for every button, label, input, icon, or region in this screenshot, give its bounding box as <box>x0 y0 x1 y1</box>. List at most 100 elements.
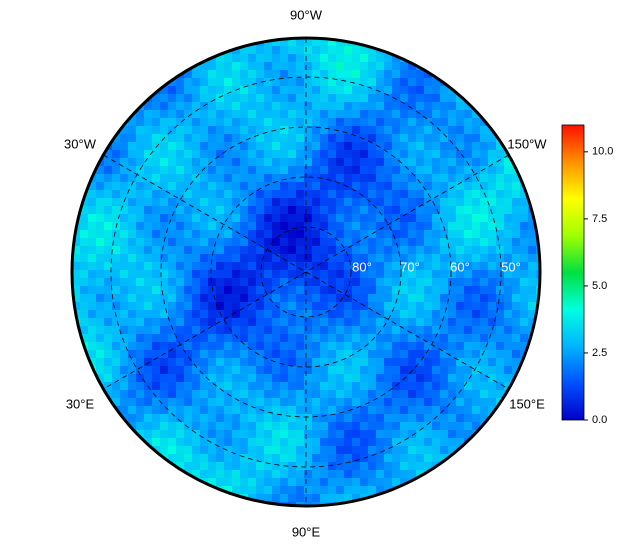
map-cell <box>296 54 304 62</box>
map-cell <box>288 206 296 214</box>
map-cell <box>368 454 376 462</box>
map-cell <box>304 422 312 430</box>
map-cell <box>336 78 344 86</box>
map-cell <box>224 222 232 230</box>
map-cell <box>152 302 160 310</box>
map-cell <box>248 78 256 86</box>
map-cell <box>240 478 248 486</box>
map-cell <box>328 46 336 54</box>
map-cell <box>240 118 248 126</box>
map-cell <box>328 478 336 486</box>
map-cell <box>144 350 152 358</box>
map-cell <box>320 446 328 454</box>
map-cell <box>224 206 232 214</box>
map-cell <box>360 398 368 406</box>
map-cell <box>136 142 144 150</box>
map-cell <box>408 430 416 438</box>
map-cell <box>440 438 448 446</box>
map-cell <box>216 446 224 454</box>
map-cell <box>144 326 152 334</box>
map-cell <box>528 182 536 190</box>
map-cell <box>424 406 432 414</box>
map-cell <box>360 230 368 238</box>
map-cell <box>272 366 280 374</box>
map-cell <box>216 286 224 294</box>
map-cell <box>472 238 480 246</box>
map-cell <box>240 278 248 286</box>
map-cell <box>184 342 192 350</box>
map-cell <box>400 150 408 158</box>
map-cell <box>456 334 464 342</box>
map-cell <box>80 318 88 326</box>
map-cell <box>440 302 448 310</box>
map-cell <box>176 302 184 310</box>
map-cell <box>176 326 184 334</box>
map-cell <box>208 254 216 262</box>
map-cell <box>400 118 408 126</box>
map-cell <box>288 86 296 94</box>
map-cell <box>136 150 144 158</box>
map-cell <box>216 302 224 310</box>
map-cell <box>384 134 392 142</box>
map-cell <box>176 462 184 470</box>
map-cell <box>336 326 344 334</box>
map-cell <box>280 342 288 350</box>
map-cell <box>112 238 120 246</box>
map-cell <box>360 326 368 334</box>
map-cell <box>152 286 160 294</box>
map-cell <box>424 382 432 390</box>
map-cell <box>520 342 528 350</box>
map-cell <box>352 502 360 505</box>
map-cell <box>512 254 520 262</box>
map-cell <box>384 454 392 462</box>
map-cell <box>488 174 496 182</box>
map-cell <box>200 398 208 406</box>
map-cell <box>520 302 528 310</box>
map-cell <box>352 294 360 302</box>
map-cell <box>328 422 336 430</box>
map-cell <box>456 286 464 294</box>
map-cell <box>176 126 184 134</box>
map-cell <box>320 39 328 46</box>
map-cell <box>88 326 96 334</box>
latitude-label: 60° <box>450 259 470 274</box>
map-cell <box>264 430 272 438</box>
map-cell <box>352 150 360 158</box>
map-cell <box>208 214 216 222</box>
map-cell <box>168 134 176 142</box>
map-cell <box>232 54 240 62</box>
map-cell <box>280 54 288 62</box>
map-cell <box>288 150 296 158</box>
map-cell <box>176 286 184 294</box>
map-cell <box>152 222 160 230</box>
map-cell <box>192 462 200 470</box>
map-cell <box>360 262 368 270</box>
map-cell <box>416 94 424 102</box>
map-cell <box>328 54 336 62</box>
map-cell <box>256 118 264 126</box>
map-cell <box>264 270 272 278</box>
map-cell <box>96 318 104 326</box>
map-cell <box>256 102 264 110</box>
map-cell <box>472 174 480 182</box>
map-cell <box>400 318 408 326</box>
map-cell <box>448 318 456 326</box>
map-cell <box>320 326 328 334</box>
map-cell <box>312 398 320 406</box>
map-cell <box>280 430 288 438</box>
map-cell <box>472 118 480 126</box>
map-cell <box>104 350 112 358</box>
map-cell <box>352 270 360 278</box>
map-cell <box>248 342 256 350</box>
map-cell <box>248 198 256 206</box>
map-cell <box>216 374 224 382</box>
map-cell <box>328 430 336 438</box>
map-cell <box>128 222 136 230</box>
map-cell <box>264 230 272 238</box>
map-cell <box>136 278 144 286</box>
map-cell <box>272 190 280 198</box>
map-cell <box>128 174 136 182</box>
map-cell <box>272 478 280 486</box>
map-cell <box>248 70 256 78</box>
